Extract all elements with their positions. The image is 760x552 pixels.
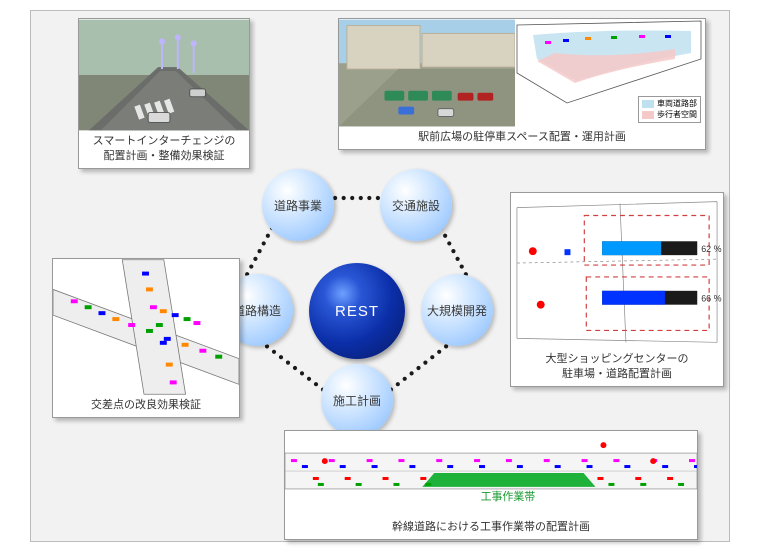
panel-shopping-centre-caption: 大型ショッピングセンターの 駐車場・道路配置計画 [511, 349, 723, 386]
thumb-intersection [53, 259, 239, 395]
panel-smart-ic: スマートインターチェンジの 配置計画・整備効果検証 [78, 18, 250, 169]
node-road-business: 道路事業 [262, 169, 334, 241]
panel-workzone-caption: 幹線道路における工事作業帯の配置計画 [285, 517, 697, 539]
node-traffic-facility: 交通施設 [380, 169, 452, 241]
thumb-station-render [339, 19, 515, 127]
thumb-workzone: 工事作業帯 [285, 431, 697, 517]
svg-text:62 %: 62 % [701, 244, 721, 254]
thumb-smart-ic [79, 19, 249, 131]
panel-shopping-centre: 62 % 66 % 大型ショッピングセンターの 駐車場・道路配置計画 [510, 192, 724, 387]
node-traffic-facility-label: 交通施設 [392, 197, 440, 214]
node-large-dev: 大規模開発 [421, 274, 493, 346]
svg-text:66 %: 66 % [701, 294, 721, 304]
panel-smart-ic-caption: スマートインターチェンジの 配置計画・整備効果検証 [79, 131, 249, 168]
node-large-dev-label: 大規模開発 [427, 302, 487, 319]
panel-station-plaza: 車両道路部 歩行者空間 駅前広場の駐停車スペース配置・運用計画 [338, 18, 706, 150]
node-road-business-label: 道路事業 [274, 197, 322, 214]
panel-workzone: 工事作業帯 幹線道路における工事作業帯の配置計画 [284, 430, 698, 540]
plaza-legend: 車両道路部 歩行者空間 [638, 96, 701, 123]
panel-station-plaza-caption: 駅前広場の駐停車スペース配置・運用計画 [339, 127, 705, 149]
panel-intersection-caption: 交差点の改良効果検証 [53, 395, 239, 417]
hub-label: REST [335, 303, 379, 320]
node-construction-label: 施工計画 [333, 392, 381, 409]
svg-text:工事作業帯: 工事作業帯 [481, 490, 536, 503]
node-road-structure-label: 道路構造 [233, 302, 281, 319]
thumb-shopping-centre: 62 % 66 % [511, 193, 723, 349]
node-construction: 施工計画 [321, 364, 393, 436]
panel-intersection: 交差点の改良効果検証 [52, 258, 240, 418]
legend-road-label: 車両道路部 [657, 99, 697, 109]
legend-walk-label: 歩行者空間 [657, 110, 697, 120]
hub-rest: REST [309, 263, 405, 359]
